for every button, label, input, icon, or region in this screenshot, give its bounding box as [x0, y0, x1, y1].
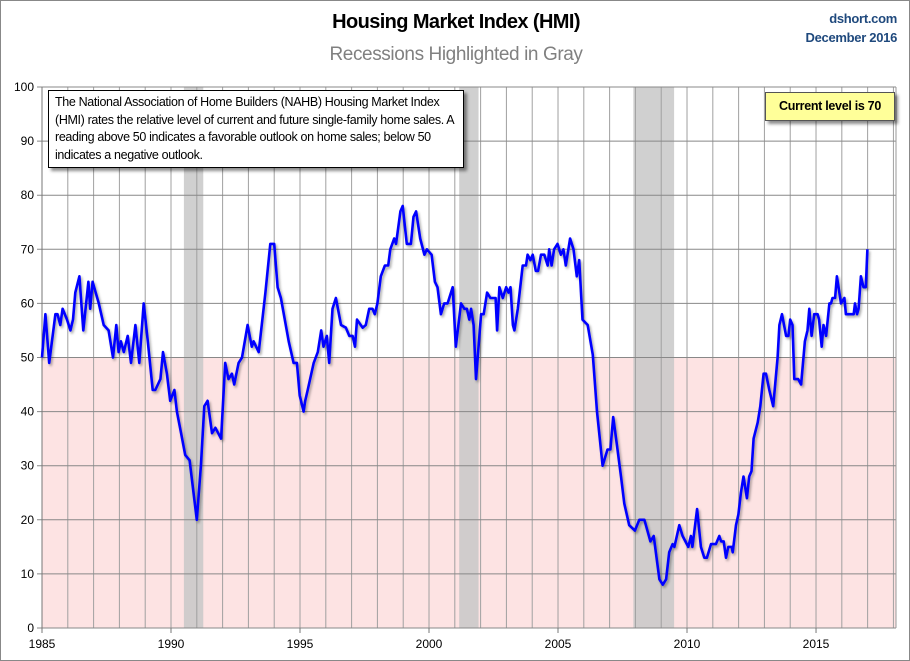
hmi-line — [40, 204, 869, 586]
chart-subtitle: Recessions Highlighted in Gray — [329, 44, 583, 65]
y-tick-label: 20 — [21, 513, 35, 527]
x-tick-label: 2010 — [674, 637, 701, 651]
y-tick-label: 100 — [14, 80, 34, 94]
y-tick-label: 70 — [21, 242, 35, 256]
y-tick-label: 0 — [27, 621, 34, 635]
y-tick-label: 90 — [21, 134, 35, 148]
x-tick-label: 2005 — [545, 637, 572, 651]
x-tick-label: 2000 — [416, 637, 443, 651]
y-tick-label: 30 — [21, 459, 35, 473]
source-label: dshort.com December 2016 — [806, 9, 898, 47]
y-tick-label: 80 — [21, 188, 35, 202]
x-tick-label: 1995 — [287, 637, 314, 651]
chart-title: Housing Market Index (HMI) — [332, 11, 580, 33]
annotation-box: The National Association of Home Builder… — [48, 90, 464, 168]
source-date: December 2016 — [805, 30, 898, 45]
x-tick-label: 1985 — [29, 637, 56, 651]
current-level-callout: Current level is 70 — [765, 92, 895, 121]
y-tick-label: 50 — [21, 351, 35, 365]
x-tick-label: 1990 — [158, 637, 185, 651]
y-tick-label: 60 — [21, 296, 35, 310]
x-tick-label: 2015 — [803, 637, 830, 651]
y-tick-label: 10 — [21, 567, 35, 581]
y-tick-label: 40 — [21, 405, 35, 419]
source-site: dshort.com — [829, 11, 897, 26]
